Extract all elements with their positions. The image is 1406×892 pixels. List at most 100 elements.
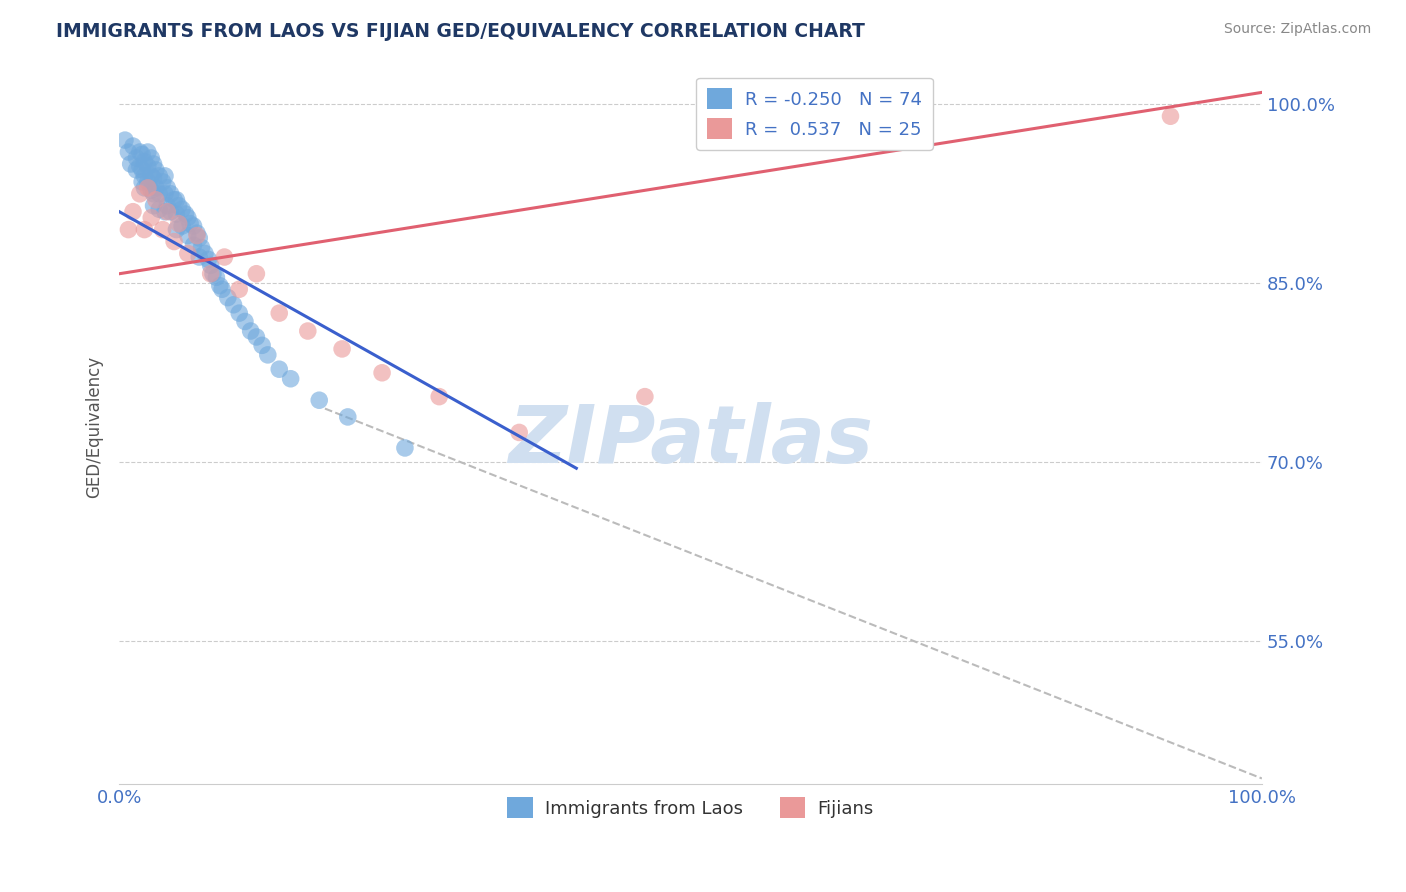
Point — [394, 441, 416, 455]
Point — [153, 186, 176, 201]
Point — [128, 145, 150, 159]
Point — [228, 306, 250, 320]
Y-axis label: GED/Equivalency: GED/Equivalency — [86, 355, 103, 498]
Point — [167, 217, 190, 231]
Text: Source: ZipAtlas.com: Source: ZipAtlas.com — [1223, 22, 1371, 37]
Point — [211, 282, 233, 296]
Point — [183, 219, 205, 233]
Point — [177, 211, 200, 225]
Point — [152, 175, 174, 189]
Point — [134, 222, 156, 236]
Point — [128, 186, 150, 201]
Point — [186, 226, 208, 240]
Point — [114, 133, 136, 147]
Point — [205, 270, 228, 285]
Point — [336, 409, 359, 424]
Point — [163, 235, 186, 249]
Point — [134, 154, 156, 169]
Text: IMMIGRANTS FROM LAOS VS FIJIAN GED/EQUIVALENCY CORRELATION CHART: IMMIGRANTS FROM LAOS VS FIJIAN GED/EQUIV… — [56, 22, 865, 41]
Point — [190, 240, 212, 254]
Point — [145, 193, 167, 207]
Point — [125, 163, 148, 178]
Point — [148, 202, 170, 217]
Point — [141, 211, 163, 225]
Point — [159, 186, 181, 201]
Point — [142, 171, 165, 186]
Point — [153, 169, 176, 183]
Point — [148, 169, 170, 183]
Point — [201, 267, 224, 281]
Point — [125, 151, 148, 165]
Point — [188, 250, 211, 264]
Point — [208, 278, 231, 293]
Point — [172, 219, 194, 233]
Point — [122, 204, 145, 219]
Legend: Immigrants from Laos, Fijians: Immigrants from Laos, Fijians — [501, 790, 882, 825]
Point — [122, 139, 145, 153]
Point — [136, 181, 159, 195]
Point — [153, 204, 176, 219]
Point — [194, 246, 217, 260]
Point — [280, 372, 302, 386]
Point — [141, 151, 163, 165]
Point — [200, 259, 222, 273]
Point — [117, 145, 139, 159]
Point — [214, 250, 236, 264]
Point — [156, 204, 179, 219]
Point — [427, 390, 450, 404]
Point — [156, 181, 179, 195]
Point — [165, 222, 187, 236]
Point — [186, 228, 208, 243]
Point — [508, 425, 530, 440]
Point — [197, 252, 219, 267]
Point — [222, 298, 245, 312]
Point — [167, 199, 190, 213]
Point — [141, 183, 163, 197]
Point — [145, 181, 167, 195]
Point — [174, 207, 197, 221]
Point — [141, 169, 163, 183]
Point — [142, 186, 165, 201]
Point — [228, 282, 250, 296]
Point — [128, 160, 150, 174]
Point — [269, 362, 291, 376]
Point — [131, 147, 153, 161]
Point — [142, 199, 165, 213]
Point — [131, 175, 153, 189]
Point — [250, 338, 273, 352]
Point — [200, 267, 222, 281]
Point — [256, 348, 278, 362]
Point — [269, 306, 291, 320]
Point — [183, 238, 205, 252]
Point — [136, 145, 159, 159]
Point — [233, 314, 256, 328]
Point — [179, 217, 201, 231]
Point — [245, 330, 267, 344]
Point — [308, 393, 330, 408]
Point — [152, 222, 174, 236]
Point — [239, 324, 262, 338]
Point — [134, 181, 156, 195]
Point — [177, 228, 200, 243]
Point — [177, 246, 200, 260]
Point — [163, 193, 186, 207]
Point — [148, 186, 170, 201]
Point — [245, 267, 267, 281]
Point — [136, 175, 159, 189]
Point — [165, 193, 187, 207]
Point — [159, 204, 181, 219]
Point — [1159, 109, 1181, 123]
Point — [136, 160, 159, 174]
Point — [142, 157, 165, 171]
Point — [634, 390, 657, 404]
Point — [134, 169, 156, 183]
Point — [117, 222, 139, 236]
Point — [330, 342, 353, 356]
Point — [188, 231, 211, 245]
Point — [297, 324, 319, 338]
Point — [217, 291, 239, 305]
Point — [145, 163, 167, 178]
Point — [165, 207, 187, 221]
Point — [120, 157, 142, 171]
Point — [131, 163, 153, 178]
